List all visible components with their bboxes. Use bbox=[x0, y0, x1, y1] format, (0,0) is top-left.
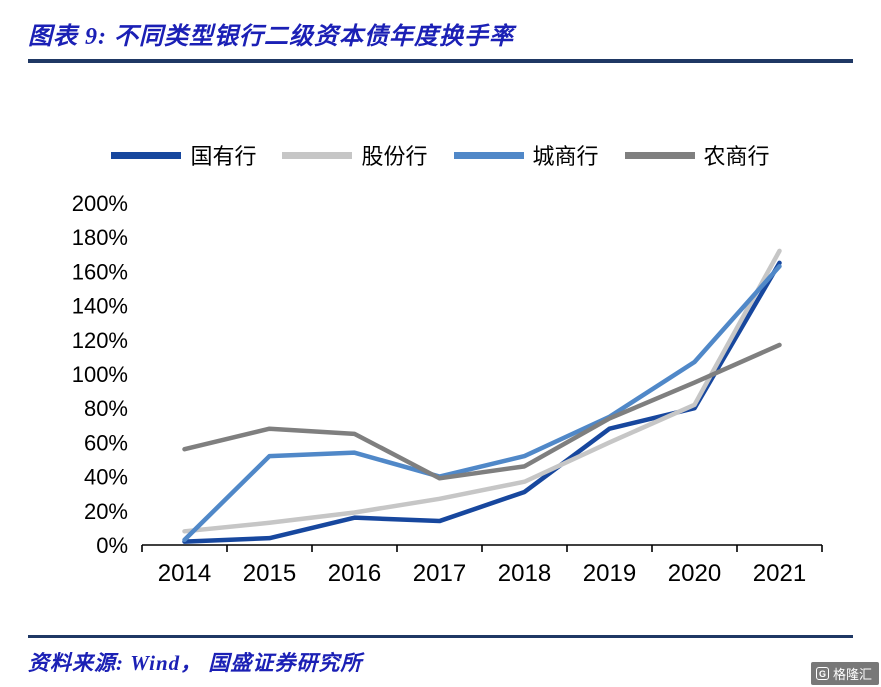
y-axis-label: 20% bbox=[84, 499, 128, 524]
x-axis-label: 2019 bbox=[583, 560, 636, 587]
y-axis-label: 40% bbox=[84, 465, 128, 490]
y-axis-label: 60% bbox=[84, 430, 128, 455]
legend-label: 国有行 bbox=[190, 144, 257, 169]
series-line-1 bbox=[182, 248, 782, 534]
legend-swatch bbox=[111, 151, 182, 159]
y-axis-label: 140% bbox=[72, 294, 128, 319]
legend-label: 城商行 bbox=[532, 144, 599, 169]
legend: 国有行 股份行 城商行 农商行 bbox=[0, 139, 881, 171]
y-axis-label: 120% bbox=[72, 328, 128, 353]
legend-swatch bbox=[282, 151, 353, 159]
x-axis-label: 2017 bbox=[413, 560, 466, 587]
footer-divider bbox=[28, 635, 853, 638]
legend-item-1: 股份行 bbox=[282, 139, 428, 171]
legend-swatch bbox=[453, 151, 524, 159]
legend-label: 股份行 bbox=[361, 144, 428, 169]
series-line-0 bbox=[182, 260, 782, 544]
x-axis-label: 2020 bbox=[668, 560, 721, 587]
legend-item-3: 农商行 bbox=[624, 139, 770, 171]
y-axis-label: 160% bbox=[72, 259, 128, 284]
y-axis-label: 200% bbox=[72, 191, 128, 216]
chart-footer: 资料来源: Wind， 国盛证券研究所 bbox=[28, 635, 853, 677]
x-axis-label: 2018 bbox=[498, 560, 551, 587]
y-axis-label: 0% bbox=[96, 533, 128, 558]
gelonghui-icon: G bbox=[815, 667, 829, 680]
series-line-2 bbox=[182, 264, 782, 543]
gelonghui-label: 格隆汇 bbox=[832, 667, 872, 682]
legend-swatch bbox=[624, 151, 695, 159]
chart-area: 0% 20% 40% 60% 80% 100% 120% 140% 160% 180% 200% 20… bbox=[0, 185, 881, 630]
y-axis-label: 100% bbox=[72, 362, 128, 387]
legend-item-0: 国有行 bbox=[111, 139, 256, 171]
legend-item-2: 城商行 bbox=[453, 139, 599, 171]
line-chart: 0% 20% 40% 60% 80% 100% 120% 140% 160% 180% 200% 20… bbox=[72, 191, 823, 587]
legend-label: 农商行 bbox=[703, 144, 770, 169]
y-axis-label: 180% bbox=[72, 225, 128, 250]
x-axis-label: 2015 bbox=[243, 560, 296, 587]
x-axis-label: 2021 bbox=[753, 560, 806, 587]
chart-title: 图表 9: 不同类型银行二级资本债年度换手率 bbox=[28, 24, 514, 50]
x-axis-label: 2014 bbox=[158, 560, 211, 587]
gelonghui-logo: G 格隆汇 bbox=[810, 662, 879, 685]
series-line-3 bbox=[182, 342, 782, 481]
y-axis-label: 80% bbox=[84, 396, 128, 421]
header-divider bbox=[28, 59, 853, 63]
chart-header: 图表 9: 不同类型银行二级资本债年度换手率 bbox=[0, 0, 881, 51]
source-text: 资料来源: Wind， 国盛证券研究所 bbox=[28, 651, 363, 675]
x-axis-label: 2016 bbox=[328, 560, 381, 587]
